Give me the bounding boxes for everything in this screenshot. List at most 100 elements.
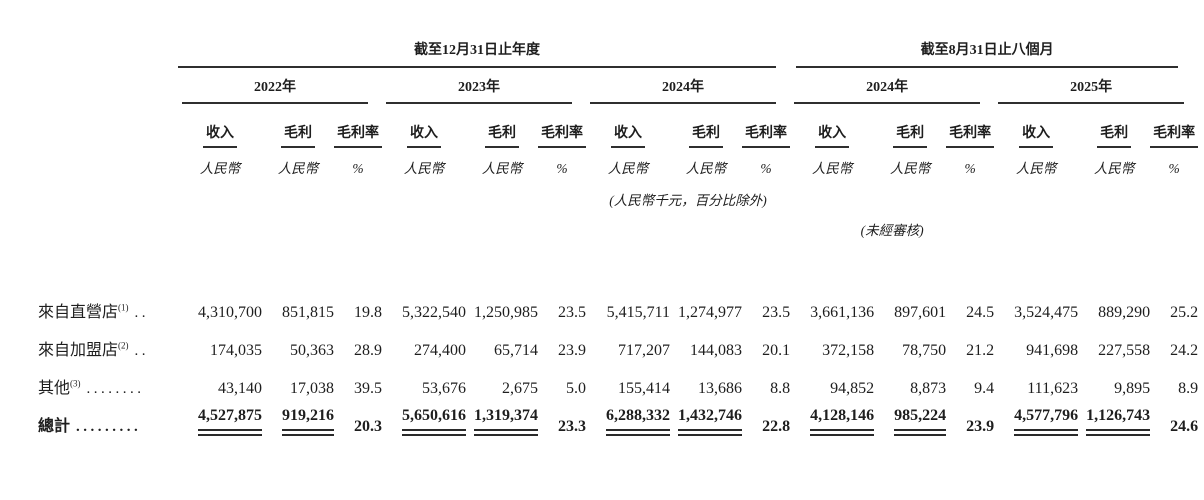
total-value-cell: 5,650,616: [382, 398, 466, 436]
metric-header-gross-margin: 毛利率: [946, 122, 995, 148]
double-rule: [1014, 429, 1079, 436]
value-cell: 23.9: [558, 342, 586, 359]
value-cell: 3,524,475: [1014, 304, 1079, 321]
footnote-marker: (3): [70, 378, 81, 389]
metric-header-revenue: 收入: [1019, 122, 1054, 148]
metric-header-revenue: 收入: [815, 122, 850, 148]
unit-label-currency: 人民幣: [277, 161, 319, 176]
value-cell: 2,675: [502, 380, 538, 397]
year-header-2024-8m: 2024年: [794, 76, 981, 104]
unit-label-percent: %: [964, 161, 976, 176]
total-value-cell: 23.9: [966, 418, 995, 435]
leader-dots: .........: [76, 419, 142, 435]
year-header-2025-8m: 2025年: [998, 76, 1185, 104]
value-cell: 5,415,711: [606, 304, 670, 321]
year-header-row: 2022年 2023年 2024年 2024年 2025年: [38, 68, 1198, 104]
year-header-2024: 2024年: [590, 76, 777, 104]
total-value-cell: 24.6: [1170, 418, 1199, 435]
year-header-2023: 2023年: [386, 76, 572, 104]
value-cell: 17,038: [290, 380, 334, 397]
value-cell: 851,815: [282, 304, 334, 321]
unit-label-percent: %: [1168, 161, 1180, 176]
table-row-direct-stores: 來自直營店(1).. 4,310,700 851,815 19.8 5,322,…: [38, 284, 1198, 322]
value-cell: 274,400: [414, 342, 466, 359]
value-cell: 23.5: [558, 304, 586, 321]
double-rule: [894, 429, 947, 436]
total-value-cell: 23.3: [558, 418, 586, 435]
unit-label-currency: 人民幣: [607, 161, 649, 176]
metric-header-gross-margin: 毛利率: [538, 122, 586, 148]
value-cell: 227,558: [1098, 342, 1151, 359]
total-value-cell: 20.3: [354, 418, 382, 435]
unit-label-currency: 人民幣: [811, 161, 853, 176]
total-value-cell: 1,126,743: [1078, 398, 1151, 436]
value-cell: 941,698: [1026, 342, 1079, 359]
value-cell: 5.0: [566, 380, 586, 397]
value-cell: 78,750: [902, 342, 947, 359]
double-rule: [474, 429, 538, 436]
total-value-cell: 985,224: [874, 398, 947, 436]
leader-dots: ..: [134, 343, 150, 359]
row-label-franchise-stores: 來自加盟店(2)..: [38, 340, 150, 359]
value-cell: 8,873: [910, 380, 947, 397]
double-rule: [606, 429, 670, 436]
row-label-total: 總計.........: [38, 418, 142, 435]
total-value-cell: 4,577,796: [994, 398, 1079, 436]
value-cell: 372,158: [822, 342, 875, 359]
total-value-cell: 1,432,746: [670, 398, 742, 436]
period-header-row: 截至12月31日止年度 截至8月31日止八個月: [38, 30, 1198, 68]
period-header-annual: 截至12月31日止年度: [178, 39, 777, 68]
value-cell: 94,852: [830, 380, 875, 397]
value-cell: 5,322,540: [402, 304, 466, 321]
value-cell: 1,274,977: [678, 304, 742, 321]
value-cell: 4,310,700: [198, 304, 262, 321]
value-cell: 39.5: [354, 380, 382, 397]
unit-label-currency: 人民幣: [403, 161, 445, 176]
value-cell: 24.5: [966, 304, 995, 321]
table-row-franchise-stores: 來自加盟店(2).. 174,035 50,363 28.9 274,400 6…: [38, 322, 1198, 360]
value-cell: 8.8: [770, 380, 791, 397]
row-label-others: 其他(3)........: [38, 378, 145, 397]
unit-label-currency: 人民幣: [199, 161, 241, 176]
double-rule: [198, 429, 262, 436]
footnote-marker: (1): [118, 302, 129, 313]
value-cell: 111,623: [1027, 380, 1079, 397]
double-rule: [810, 429, 875, 436]
leader-dots: ..: [134, 305, 150, 321]
unit-label-percent: %: [352, 161, 364, 176]
metric-header-revenue: 收入: [407, 122, 441, 148]
double-rule: [1086, 429, 1151, 436]
value-cell: 889,290: [1098, 304, 1151, 321]
double-rule: [678, 429, 742, 436]
value-cell: 717,207: [618, 342, 670, 359]
unit-label-currency: 人民幣: [481, 161, 523, 176]
total-value-cell: 4,527,875: [178, 398, 262, 436]
metric-header-gross-margin: 毛利率: [1150, 122, 1199, 148]
metric-header-gross-profit: 毛利: [485, 122, 519, 148]
value-cell: 174,035: [210, 342, 262, 359]
value-cell: 65,714: [494, 342, 538, 359]
unit-label-percent: %: [760, 161, 772, 176]
unit-header-row: 人民幣 人民幣 % 人民幣 人民幣 % 人民幣 人民幣 % 人民幣 人民幣 % …: [38, 148, 1198, 178]
metric-header-gross-profit: 毛利: [1097, 122, 1132, 148]
table-row-total: 總計......... 4,527,875 919,216 20.3 5,650…: [38, 398, 1198, 436]
footnote-marker: (2): [118, 340, 129, 351]
value-cell: 897,601: [894, 304, 947, 321]
value-cell: 144,083: [690, 342, 742, 359]
metric-header-revenue: 收入: [611, 122, 645, 148]
total-value-cell: 22.8: [762, 418, 791, 435]
unit-label-percent: %: [556, 161, 568, 176]
value-cell: 20.1: [762, 342, 791, 359]
total-value-cell: 4,128,146: [790, 398, 875, 436]
value-cell: 53,676: [422, 380, 466, 397]
value-cell: 1,250,985: [474, 304, 538, 321]
double-rule: [282, 429, 334, 436]
value-cell: 155,414: [618, 380, 670, 397]
total-value-cell: 919,216: [262, 398, 334, 436]
year-header-2022: 2022年: [182, 76, 368, 104]
value-cell: 50,363: [290, 342, 334, 359]
value-cell: 9,895: [1114, 380, 1151, 397]
unit-label-currency: 人民幣: [685, 161, 727, 176]
units-note-row: (人民幣千元，百分比除外): [38, 178, 1198, 210]
leader-dots: ........: [86, 381, 145, 397]
